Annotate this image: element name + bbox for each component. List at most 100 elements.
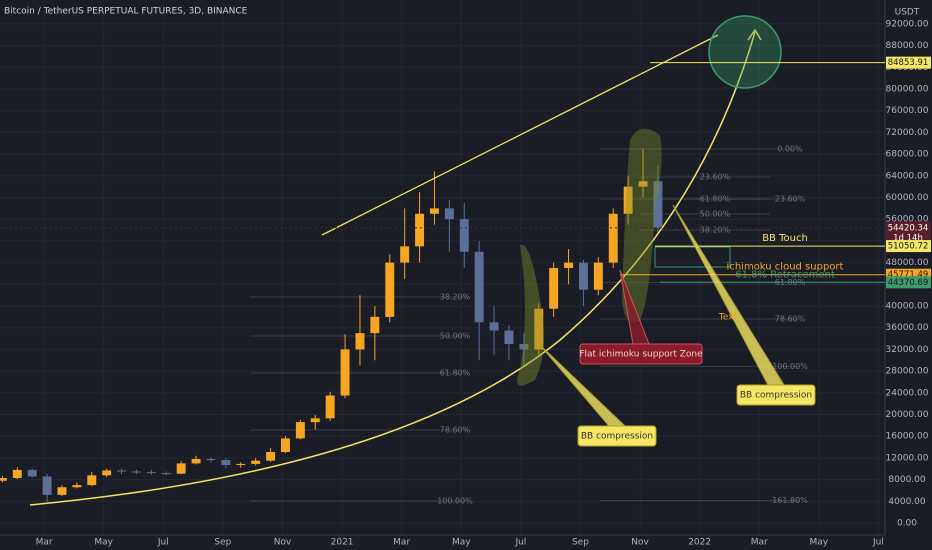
- candle-body: [489, 322, 499, 331]
- x-tick-label: May: [452, 538, 471, 548]
- candle-body: [266, 451, 276, 461]
- candle-body: [310, 418, 320, 423]
- callout-text: Flat ichimoku support Zone: [579, 350, 703, 360]
- fib-label: 78.60%: [440, 426, 471, 435]
- y-tick-label: 36000.00: [886, 323, 929, 333]
- fib-label: 38.20%: [440, 293, 471, 302]
- fib-label: 23.60%: [700, 172, 731, 181]
- candle-body: [340, 349, 350, 396]
- x-tick-label: May: [94, 538, 113, 548]
- fib-label: 38.20%: [700, 226, 731, 235]
- candle-body: [385, 262, 395, 317]
- candle-body: [564, 262, 574, 269]
- fib-label: 50.00%: [700, 210, 731, 219]
- candle-body: [146, 472, 156, 474]
- y-tick-label: 28000.00: [886, 367, 929, 377]
- candle-body: [57, 487, 67, 495]
- candle-body: [206, 459, 216, 461]
- fib-label: 161.80%: [772, 496, 808, 505]
- candle-body: [355, 333, 365, 350]
- y-tick-label: 0.00: [897, 519, 917, 529]
- fib-label: 100.00%: [437, 497, 473, 506]
- candle-body: [459, 219, 469, 252]
- line-annotation: 61.8% Retracement: [735, 269, 835, 280]
- candle-body: [429, 208, 439, 214]
- x-tick-label: Mar: [36, 538, 53, 548]
- price-label: 51050.72: [888, 242, 929, 252]
- y-tick-label: 16000.00: [886, 432, 929, 442]
- callout-box: [579, 343, 703, 365]
- line-annotation: ichimoku cloud support: [727, 262, 844, 273]
- y-tick-label: 8000.00: [888, 475, 925, 485]
- x-tick-label: Nov: [631, 538, 649, 548]
- candle-body: [280, 438, 290, 452]
- fib-label: 23.60%: [775, 195, 806, 204]
- price-label-box: [886, 240, 931, 253]
- candle-body: [415, 213, 425, 247]
- candle-body: [72, 485, 82, 488]
- candle-body: [42, 476, 52, 495]
- y-tick-label: 68000.00: [886, 150, 929, 160]
- candle-body: [444, 208, 454, 220]
- price-label: 54420.34: [888, 223, 929, 233]
- x-tick-label: Jul: [514, 538, 526, 548]
- trendline: [321, 34, 719, 236]
- x-tick-label: Nov: [274, 538, 292, 548]
- arrow-head: [747, 28, 762, 41]
- candle-body: [370, 316, 380, 334]
- fib-label: 0.00%: [777, 144, 803, 153]
- candle-body: [608, 213, 618, 263]
- x-tick-label: Mar: [751, 538, 768, 548]
- fib-label: 78.60%: [775, 314, 806, 323]
- candle-body: [504, 330, 514, 345]
- candle-body: [474, 251, 484, 323]
- candle-body: [176, 463, 186, 474]
- candle-body: [191, 459, 201, 464]
- x-tick-label: Jul: [872, 538, 884, 548]
- price-label-box: [886, 276, 931, 289]
- candle-body: [325, 395, 335, 419]
- y-tick-label: 12000.00: [886, 453, 929, 463]
- x-tick-label: Mar: [393, 538, 410, 548]
- candle-body: [251, 460, 261, 464]
- candle-body: [295, 422, 305, 439]
- y-tick-label: 40000.00: [886, 302, 929, 312]
- price-label-box: [886, 56, 931, 69]
- x-tick-label: Sep: [214, 538, 231, 548]
- callout-text: BB compression: [581, 432, 653, 442]
- x-tick-label: Sep: [572, 538, 589, 548]
- y-tick-label: 60000.00: [886, 193, 929, 203]
- chart-title: Bitcoin / TetherUS PERPETUAL FUTURES, 3D…: [4, 7, 248, 17]
- candle-body: [87, 475, 97, 486]
- candle-body: [12, 469, 22, 479]
- y-tick-label: 56000.00: [886, 215, 929, 225]
- highlight: [517, 244, 544, 386]
- line-annotation: BB Touch: [762, 233, 808, 244]
- highlight: [622, 128, 662, 323]
- callout-box: [577, 425, 657, 447]
- candle-body: [102, 470, 112, 476]
- price-label: 84853.91: [888, 58, 929, 68]
- candle-body: [653, 181, 663, 228]
- price-label-box: [886, 221, 931, 244]
- price-label: 45771.49: [888, 270, 929, 280]
- candles: [0, 148, 663, 502]
- y-tick-label: 4000.00: [888, 497, 925, 507]
- y-tick-label: 80000.00: [886, 84, 929, 94]
- y-tick-label: 24000.00: [886, 388, 929, 398]
- x-tick-label: 2022: [688, 538, 711, 548]
- candle-body: [578, 262, 588, 290]
- candle-body: [236, 463, 246, 466]
- y-tick-label: 92000.00: [886, 19, 929, 29]
- candle-body: [623, 186, 633, 214]
- fib-label: 61.80%: [440, 369, 471, 378]
- y-tick-label: 72000.00: [886, 128, 929, 138]
- price-label: 44370.69: [888, 278, 929, 288]
- target-circle: [708, 15, 782, 89]
- candle-body: [549, 268, 559, 309]
- candle-body: [117, 470, 127, 472]
- candle-body: [161, 473, 171, 475]
- x-tick-label: May: [810, 538, 829, 548]
